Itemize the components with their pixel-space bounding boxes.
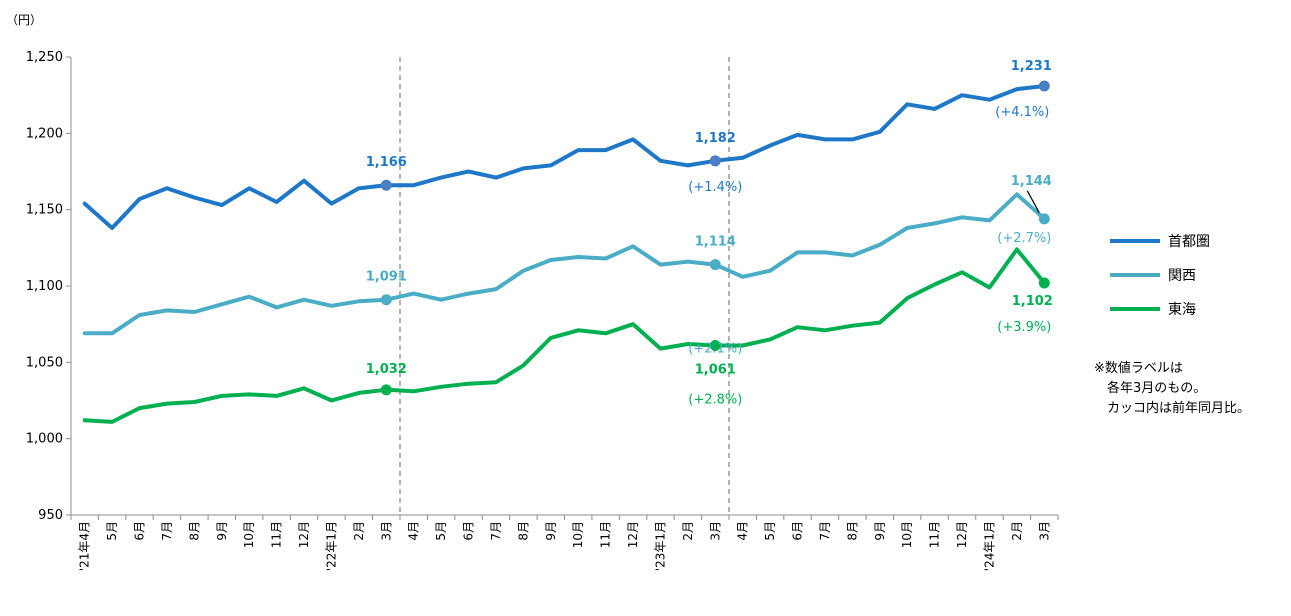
x-tick-label: 7月 (160, 521, 174, 541)
x-tick-label: 3月 (379, 521, 393, 541)
note-line: 各年3月のもの。 (1094, 380, 1206, 396)
data-point-marker (380, 294, 392, 306)
y-tick-label: 1,150 (26, 203, 63, 218)
note-line: ※数値ラベルは (1094, 360, 1183, 376)
x-tick-label: 6月 (133, 521, 147, 541)
data-point-marker (1038, 213, 1050, 225)
x-tick-label: 3月 (708, 521, 722, 541)
data-point-marker (380, 179, 392, 191)
x-tick-label: 6月 (462, 521, 476, 541)
data-label-value: 1,166 (366, 155, 407, 170)
series-line-関西 (82, 192, 1047, 336)
data-point-marker (380, 384, 392, 396)
data-point-marker (709, 340, 721, 352)
data-label-change: (+4.1%) (995, 105, 1049, 120)
x-tick-label: 8月 (845, 521, 859, 541)
x-tick-label: 9月 (544, 521, 558, 541)
x-tick-label: 10月 (900, 521, 914, 548)
data-label-value: 1,231 (1011, 59, 1052, 74)
x-tick-label: 12月 (955, 521, 969, 548)
x-tick-label: 11月 (599, 521, 613, 548)
data-label-change: (+2.8%) (688, 393, 742, 408)
data-point-marker (1038, 277, 1050, 289)
x-tick-label: 4月 (407, 521, 421, 541)
data-label-value: 1,091 (366, 270, 407, 285)
x-tick-label: '21年4月 (78, 521, 92, 571)
x-tick-label: '22年1月 (324, 521, 338, 571)
x-tick-label: 9月 (215, 521, 229, 541)
x-tick-label: 12月 (626, 521, 640, 548)
x-tick-label: 7月 (489, 521, 503, 541)
data-label-change: (+2.1%) (688, 342, 742, 357)
point-labels: 1,166 1,182 1,231 1,091 1,114 1,144 1,032 1,061… (366, 59, 1053, 408)
data-point-marker (709, 259, 721, 271)
x-tick-label: 10月 (242, 521, 256, 548)
legend-label: 関西 (1168, 268, 1196, 284)
x-tick-label: 3月 (1037, 521, 1051, 541)
x-tick-label: 5月 (434, 521, 448, 541)
legend-label: 東海 (1168, 302, 1196, 318)
data-point-marker (709, 155, 721, 167)
x-tick-label: '23年1月 (653, 521, 667, 571)
y-tick-label: 1,250 (26, 50, 63, 65)
x-tick-label: '24年1月 (982, 521, 996, 571)
y-tick-label: 1,050 (26, 355, 63, 370)
data-label-value: 1,144 (1011, 174, 1052, 189)
y-tick-label: 1,100 (26, 279, 63, 294)
x-tick-label: 2月 (1010, 521, 1024, 541)
x-tick-label: 11月 (928, 521, 942, 548)
note-line: カッコ内は前年同月比。 (1094, 400, 1250, 416)
y-tick-label: 950 (38, 508, 63, 523)
y-tick-label: 1,200 (26, 126, 63, 141)
x-tick-label: 6月 (791, 521, 805, 541)
data-label-change: (+1.4%) (688, 180, 742, 195)
label-leader-line (1026, 190, 1040, 214)
data-label-value: 1,102 (1012, 294, 1053, 309)
legend-label: 首都圏 (1168, 234, 1210, 250)
y-tick-label: 1,000 (26, 432, 63, 447)
x-tick-label: 5月 (105, 521, 119, 541)
data-label-value: 1,032 (366, 362, 407, 377)
series-lines (82, 84, 1047, 424)
data-label-change: (+3.9%) (997, 320, 1051, 335)
data-label-value: 1,061 (695, 363, 736, 378)
data-label-change: (+2.7%) (997, 231, 1051, 246)
x-tick-label: 2月 (681, 521, 695, 541)
x-tick-label: 7月 (818, 521, 832, 541)
series-line-東海 (82, 247, 1047, 424)
x-tick-label: 4月 (736, 521, 750, 541)
x-tick-label: 8月 (187, 521, 201, 541)
data-label-value: 1,114 (695, 235, 736, 250)
x-tick-label: 12月 (297, 521, 311, 548)
axes: （円） 950 1,000 1,050 1,100 1,150 1,200 1,250 '21年… (6, 13, 1059, 571)
x-tick-label: 11月 (270, 521, 284, 548)
x-tick-label: 10月 (571, 521, 585, 548)
year-separators (399, 57, 730, 515)
data-label-value: 1,182 (695, 131, 736, 146)
unit-label: （円） (6, 13, 42, 27)
note: ※数値ラベルは 各年3月のもの。 カッコ内は前年同月比。 (1094, 360, 1250, 416)
series-line-首都圏 (82, 84, 1047, 230)
x-tick-label: 9月 (873, 521, 887, 541)
data-point-marker (1038, 80, 1050, 92)
x-tick-label: 2月 (352, 521, 366, 541)
x-tick-label: 5月 (763, 521, 777, 541)
x-tick-label: 8月 (516, 521, 530, 541)
